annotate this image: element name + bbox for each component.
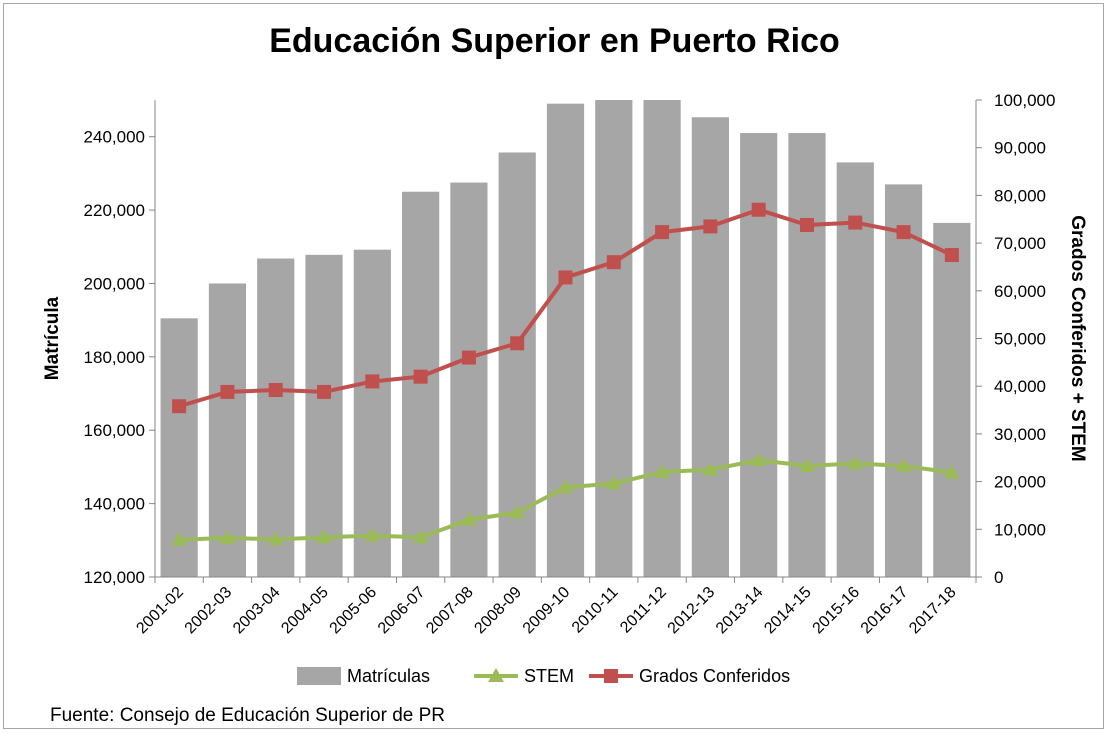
marker-grados-conferidos	[461, 350, 476, 365]
x-tick-label: 2002-03	[182, 584, 236, 638]
marker-stem	[364, 527, 381, 542]
x-tick-label: 2001-02	[133, 584, 187, 638]
x-tick-label: 2016-17	[858, 584, 912, 638]
marker-grados-conferidos	[317, 384, 332, 399]
marker-grados-conferidos	[944, 248, 959, 263]
bar-2015-16	[836, 162, 874, 577]
x-tick-label: 2003-04	[230, 584, 284, 638]
marker-grados-conferidos	[220, 384, 235, 399]
bar-2017-18	[933, 222, 971, 577]
chart-title: Educación Superior en Puerto Rico	[269, 22, 840, 60]
x-tick-label: 2015-16	[810, 584, 864, 638]
marker-grados-conferidos	[896, 225, 911, 240]
marker-grados-conferidos	[848, 215, 863, 230]
marker-stem	[605, 475, 622, 490]
bar-2011-12	[643, 100, 681, 577]
y-tick-label-right: 80,000	[994, 186, 1046, 205]
marker-grados-conferidos	[268, 383, 283, 398]
y-axis-title-right: Grados Conferidos + STEM	[1067, 215, 1088, 462]
y-tick-label-left: 200,000	[84, 274, 145, 293]
bar-2012-13	[691, 117, 729, 577]
y-tick-label-right: 50,000	[994, 330, 1046, 349]
y-tick-label-right: 0	[994, 568, 1003, 587]
x-tick-label: 2013-14	[713, 584, 767, 638]
marker-stem	[702, 461, 719, 476]
marker-grados-conferidos	[510, 336, 525, 351]
y-tick-label-right: 40,000	[994, 377, 1046, 396]
legend-label-grados-conferidos: Grados Conferidos	[639, 666, 790, 686]
x-tick-label: 2005-06	[327, 584, 381, 638]
x-tick-label: 2009-10	[520, 584, 574, 638]
legend-marker-stem	[488, 668, 504, 682]
marker-stem	[847, 455, 864, 470]
marker-grados-conferidos	[703, 219, 718, 234]
marker-stem	[460, 511, 477, 526]
y-tick-label-left: 160,000	[84, 421, 145, 440]
x-tick-label: 2011-12	[617, 584, 670, 637]
bar-2005-06	[353, 249, 391, 577]
x-tick-label: 2008-09	[471, 584, 525, 638]
y-tick-label-right: 30,000	[994, 425, 1046, 444]
marker-grados-conferidos	[751, 202, 766, 217]
axes-layer	[149, 99, 982, 583]
y-tick-label-left: 180,000	[84, 348, 145, 367]
bar-2004-05	[305, 254, 343, 577]
x-tick-label: 2014-15	[761, 584, 815, 638]
marker-grados-conferidos	[799, 217, 814, 232]
marker-stem	[750, 452, 767, 467]
marker-grados-conferidos	[655, 225, 670, 240]
y-tick-label-right: 60,000	[994, 282, 1046, 301]
x-tick-label: 2004-05	[278, 584, 332, 638]
marker-stem	[267, 531, 284, 546]
bar-2002-03	[208, 283, 247, 577]
y-tick-label-right: 10,000	[994, 520, 1046, 539]
legend-marker-grados-conferidos	[604, 669, 618, 683]
marker-stem	[219, 529, 236, 544]
x-tick-label: 2010-11	[569, 584, 622, 637]
marker-grados-conferidos	[365, 374, 380, 389]
y-tick-label-left: 120,000	[84, 568, 145, 587]
marker-stem	[895, 457, 912, 472]
x-tick-label: 2012-13	[665, 584, 719, 638]
bar-2009-10	[546, 103, 585, 578]
y-tick-label-left: 240,000	[84, 128, 145, 147]
bar-2013-14	[740, 133, 778, 577]
bar-2016-17	[884, 184, 923, 577]
y-tick-label-right: 70,000	[994, 234, 1046, 253]
marker-grados-conferidos	[558, 270, 573, 285]
y-tick-label-left: 220,000	[84, 201, 145, 220]
bar-2014-15	[788, 133, 826, 577]
marker-stem	[943, 464, 960, 479]
y-tick-label-right: 90,000	[994, 139, 1046, 158]
source-note: Fuente: Consejo de Educación Superior de…	[50, 705, 446, 726]
marker-stem	[509, 504, 526, 519]
bar-2003-04	[257, 258, 295, 577]
marker-grados-conferidos	[172, 399, 187, 414]
lines-layer	[171, 202, 960, 546]
marker-stem	[557, 479, 574, 494]
marker-grados-conferidos	[413, 369, 428, 384]
marker-stem	[171, 531, 188, 546]
legend-swatch-matrículas	[297, 667, 341, 685]
bar-2006-07	[402, 191, 440, 577]
y-axis-title-left: Matrícula	[42, 296, 63, 380]
bar-2007-08	[450, 182, 488, 578]
bar-2010-11	[595, 100, 633, 577]
x-tick-label: 2007-08	[423, 584, 477, 638]
x-tick-label: 2017-18	[906, 584, 960, 638]
legend: Matrículas STEM Grados Conferidos	[297, 666, 790, 686]
legend-label-matrículas: Matrículas	[347, 666, 430, 686]
y-tick-label-right: 100,000	[994, 91, 1055, 110]
marker-stem	[798, 457, 815, 472]
bars-layer	[160, 100, 971, 578]
y-tick-label-left: 140,000	[84, 495, 145, 514]
marker-grados-conferidos	[606, 255, 621, 270]
marker-stem	[412, 529, 429, 544]
marker-stem	[316, 529, 333, 544]
marker-stem	[654, 464, 671, 479]
x-tick-label: 2006-07	[375, 584, 429, 638]
y-tick-label-right: 20,000	[994, 473, 1046, 492]
legend-label-stem: STEM	[524, 666, 574, 686]
